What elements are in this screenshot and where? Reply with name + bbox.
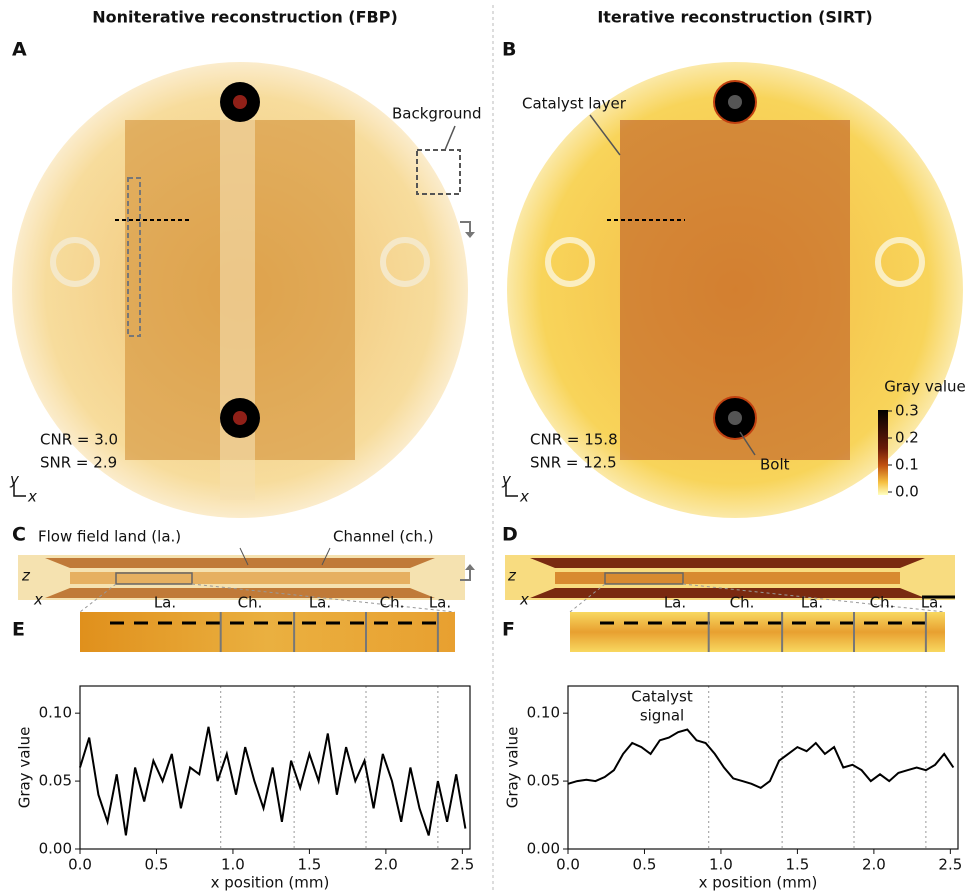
axis-letter: z (21, 567, 31, 585)
y-tick-label: 0.00 (39, 840, 72, 858)
axis-letter: x (27, 488, 37, 506)
strip-label: La. (801, 594, 823, 612)
line-series (568, 730, 953, 788)
y-tick-label: 0.00 (527, 840, 560, 858)
x-tick-label: 2.5 (450, 856, 474, 874)
x-tick-label: 1.5 (297, 856, 321, 874)
panel-title: Noniterative reconstruction (FBP) (92, 8, 398, 27)
colorbar-title: Gray value (884, 378, 966, 396)
x-tick-label: 2.5 (938, 856, 962, 874)
figure: Noniterative reconstruction (FBP) Iterat… (0, 0, 969, 895)
strip-label: La. (429, 594, 451, 612)
image-a (12, 62, 475, 518)
strip-label: La. (154, 594, 176, 612)
cnr: CNR = 3.0 (40, 431, 118, 449)
plot-frame (80, 686, 470, 849)
axis-letter: x (519, 591, 529, 609)
panel-letter: B (502, 39, 516, 61)
strip-image (80, 612, 455, 652)
panel-letter: F (502, 619, 515, 641)
y-tick-label: 0.05 (527, 772, 560, 790)
plot-frame (568, 686, 958, 849)
axis-letter: x (33, 591, 43, 609)
strip-label: Ch. (870, 594, 895, 612)
x-tick-label: 1.5 (785, 856, 809, 874)
panel-letter: C (12, 524, 26, 546)
annotation: Catalyst (631, 688, 693, 706)
panel-letter: E (12, 619, 25, 641)
annotation: Bolt (760, 456, 790, 474)
panel-title: Iterative reconstruction (SIRT) (597, 8, 872, 27)
x-axis-label: x position (mm) (699, 874, 818, 892)
y-axis-label: Gray value (16, 727, 34, 809)
y-axis-label: Gray value (504, 727, 522, 809)
image-b (507, 62, 963, 518)
annotation: Flow field land (la.) (38, 528, 181, 546)
annotation: Channel (ch.) (333, 528, 434, 546)
strip-label: Ch. (238, 594, 263, 612)
strip-label: La. (309, 594, 331, 612)
x-tick-label: 2.0 (862, 856, 886, 874)
strip-label: Ch. (730, 594, 755, 612)
strip-label: Ch. (380, 594, 405, 612)
snr: SNR = 2.9 (40, 454, 117, 472)
x-tick-label: 0.0 (556, 856, 580, 874)
colorbar-tick-label: 0.3 (895, 402, 919, 420)
snr: SNR = 12.5 (530, 454, 617, 472)
colorbar-tick-label: 0.2 (895, 429, 919, 447)
annotation: Catalyst layer (522, 95, 627, 113)
strip-label: La. (921, 594, 943, 612)
strip-image (570, 612, 945, 652)
x-tick-label: 0.5 (633, 856, 657, 874)
axis-letter: x (519, 488, 529, 506)
annotation: Background (392, 105, 482, 123)
line-series (80, 727, 465, 836)
x-tick-label: 1.0 (221, 856, 245, 874)
x-axis-label: x position (mm) (211, 874, 330, 892)
y-tick-label: 0.10 (39, 704, 72, 722)
leader (445, 126, 455, 150)
y-tick-label: 0.10 (527, 704, 560, 722)
colorbar-tick-label: 0.1 (895, 456, 919, 474)
x-tick-label: 0.5 (145, 856, 169, 874)
x-tick-label: 1.0 (709, 856, 733, 874)
panel-letter: D (502, 524, 518, 546)
panel-letter: A (12, 39, 27, 61)
cnr: CNR = 15.8 (530, 431, 618, 449)
y-tick-label: 0.05 (39, 772, 72, 790)
axis-letter: z (507, 567, 517, 585)
axis-letter: y (501, 471, 512, 489)
annotation: signal (640, 707, 684, 725)
x-tick-label: 0.0 (68, 856, 92, 874)
colorbar-tick-label: 0.0 (895, 483, 919, 501)
axis-letter: y (9, 471, 20, 489)
strip-label: La. (664, 594, 686, 612)
x-tick-label: 2.0 (374, 856, 398, 874)
